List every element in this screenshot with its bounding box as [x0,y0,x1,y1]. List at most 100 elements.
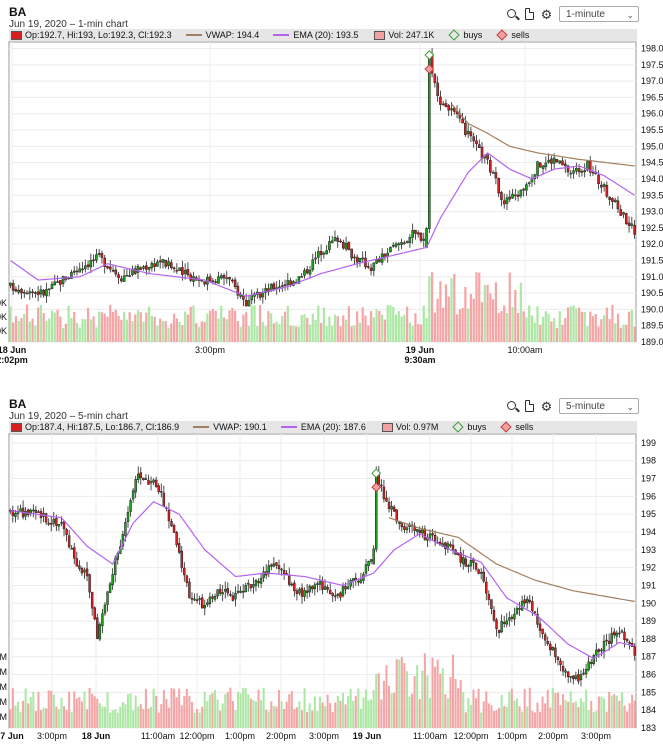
candle-body [333,237,337,241]
volume-bar [70,712,73,728]
volume-bar [587,710,590,728]
candle-body [602,184,606,187]
volume-bar [602,698,606,728]
volume-bar [245,312,248,342]
plot-area [8,41,637,343]
candle-body [561,665,565,672]
candle-body [225,277,229,280]
gear-icon[interactable]: ⚙ [540,398,553,414]
candle-body [224,589,227,592]
document-icon[interactable] [525,8,534,20]
volume-bar [611,304,614,342]
volume-bar [320,322,323,342]
volume-bar [84,319,87,342]
volume-bar [206,313,209,342]
volume-tick-label: M [0,682,7,692]
candle-body [22,291,26,294]
candle-body [397,243,401,246]
candle-body [321,581,324,590]
volume-bar [52,694,55,728]
volume-bar [318,696,321,728]
volume-bar [32,691,35,728]
candle-body [14,513,17,517]
candle-body [125,274,129,277]
candle-body [518,607,521,610]
volume-bar [298,701,301,728]
zoom-icon[interactable] [506,8,519,21]
buys-diamond-icon [448,29,461,41]
legend-vwap-text: VWAP: 194.4 [205,30,260,40]
interval-select[interactable]: 1-minute ⌄ [559,6,639,22]
candle-body [538,162,542,168]
candle-body [482,571,485,582]
legend-vol-text: Vol: 0.97M [395,422,439,432]
zoom-icon[interactable] [506,400,519,413]
volume-bar [444,284,448,342]
y-tick-label: 183 [641,723,656,733]
candle-body [492,609,496,621]
candle-body [574,675,578,679]
candle-body [514,194,517,197]
candle-body [526,598,529,603]
candle-body [615,632,619,637]
volume-bar [150,315,153,342]
volume-bar [170,323,173,342]
volume-bar [61,327,65,342]
volume-bar [228,310,231,342]
volume-bar [55,706,58,728]
candle-body [156,261,159,267]
interval-select[interactable]: 5-minute ⌄ [559,398,639,414]
volume-bar [347,696,350,728]
candle-body [385,497,388,502]
candle-body [477,144,481,148]
gear-icon[interactable]: ⚙ [540,6,553,22]
candle-body [98,624,102,640]
y-tick-label: 192.0 [641,239,663,249]
volume-bar [333,314,337,342]
volume-bar [610,695,613,728]
candle-body [262,571,265,578]
volume-bar [633,326,636,342]
y-tick-label: 189 [641,616,656,626]
candle-body [531,601,534,611]
candle-body [339,592,342,598]
volume-bar [475,272,478,342]
volume-bar [161,321,165,342]
candle-body [101,613,104,627]
price-chart-5min[interactable]: 199 198 197 196 195 194 193 192 191 190 189 188 187 1… [0,432,663,750]
candle-body [418,530,421,534]
candle-body [137,473,140,480]
candle-body [613,631,616,636]
volume-bar [145,312,148,342]
legend-vol: Vol: 247.1K [372,30,434,40]
volume-bar [281,315,284,342]
candle-body [328,241,331,251]
volume-bar [321,702,324,728]
candle-body [555,159,559,163]
candle-body [464,122,467,136]
legend-buys-text: buys [463,30,483,40]
volume-bar [178,688,181,728]
volume-bar [28,321,31,342]
volume-bar [303,314,306,342]
volume-bar [277,689,281,728]
candle-body [170,521,173,527]
candle-body [528,599,532,603]
candle-body [600,649,603,652]
volume-bar [267,311,270,342]
candle-body [541,165,545,169]
document-icon[interactable] [525,400,534,412]
price-chart-1min[interactable]: 198.0 197.5 197.0 196.5 196.0 195.5 195.0 194.5… [0,40,663,370]
volume-bar [553,318,556,342]
volume-bar [579,698,583,728]
volume-bar [217,318,220,342]
volume-bar [392,306,395,342]
candle-body [11,510,15,516]
candle-body [549,643,552,651]
candle-body [330,240,334,243]
candle-body [200,597,204,609]
volume-bar [98,311,101,342]
candle-body [489,160,492,173]
volume-bar [111,710,114,728]
candle-body [405,527,409,531]
